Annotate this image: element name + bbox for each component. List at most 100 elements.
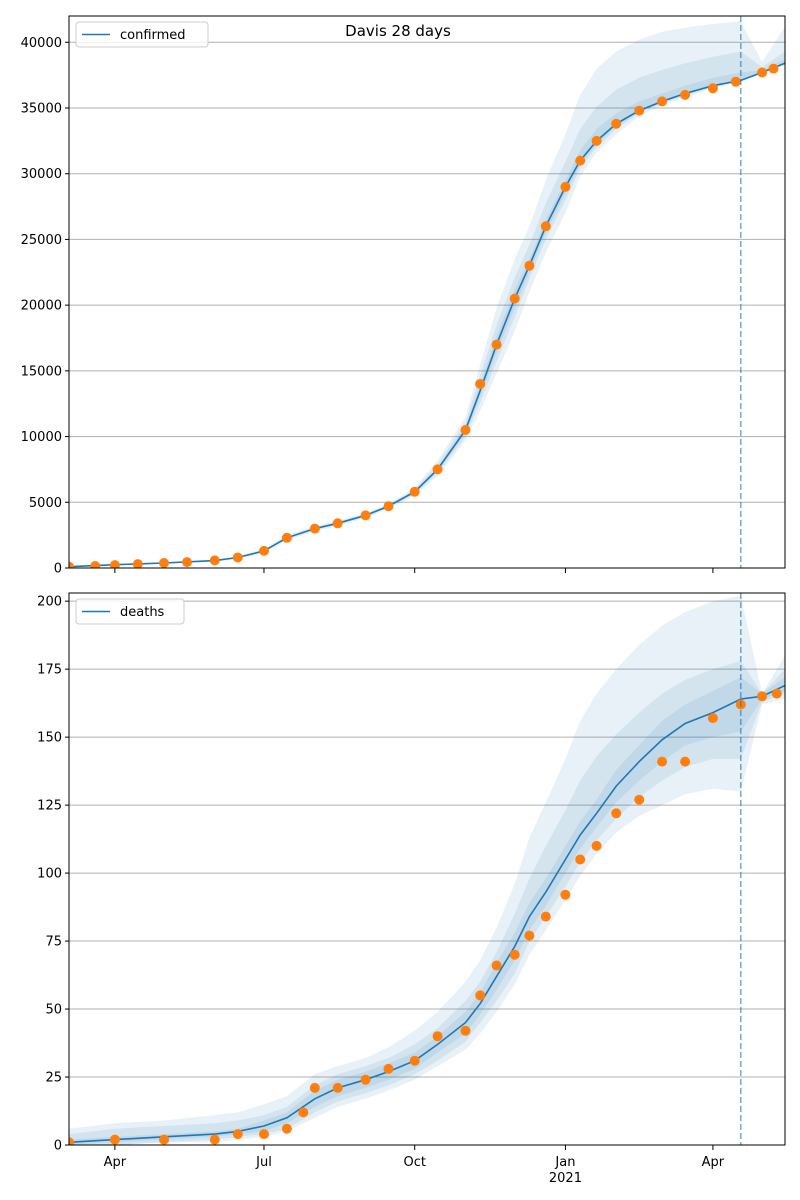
plot-area bbox=[69, 595, 785, 1145]
x-tick-label: Jul bbox=[255, 1155, 272, 1170]
observed-point bbox=[757, 691, 768, 702]
x-tick-label: Apr bbox=[702, 1155, 725, 1170]
observed-point bbox=[460, 425, 471, 435]
observed-point bbox=[159, 558, 169, 568]
y-tick-label: 25000 bbox=[21, 233, 62, 248]
observed-point bbox=[491, 339, 502, 350]
observed-point bbox=[524, 930, 535, 941]
y-tick-label: 20000 bbox=[21, 299, 62, 314]
observed-point bbox=[432, 464, 443, 475]
observed-point bbox=[383, 501, 394, 512]
observed-point bbox=[707, 713, 718, 724]
x-tick-label: Oct bbox=[403, 1155, 425, 1170]
x-tick-label: Jan bbox=[554, 1155, 575, 1170]
y-tick-label: 25 bbox=[45, 1071, 62, 1086]
observed-point bbox=[540, 911, 551, 922]
y-tick-label: 100 bbox=[37, 867, 62, 882]
observed-point bbox=[69, 561, 74, 568]
observed-point bbox=[524, 260, 535, 271]
uncertainty-band-outer bbox=[69, 595, 785, 1145]
y-tick-label: 200 bbox=[37, 595, 62, 610]
y-tick-label: 125 bbox=[37, 799, 62, 814]
observed-point bbox=[360, 510, 371, 521]
observed-point bbox=[509, 293, 520, 304]
legend-box bbox=[75, 21, 209, 48]
y-tick-label: 5000 bbox=[29, 496, 62, 511]
observed-point bbox=[475, 990, 486, 1001]
observed-point bbox=[460, 1025, 471, 1036]
y-tick-label: 75 bbox=[45, 935, 62, 950]
x-year-label: 2021 bbox=[549, 1171, 582, 1186]
uncertainty-band-inner bbox=[69, 677, 785, 1145]
observed-point bbox=[409, 486, 420, 497]
observed-point bbox=[309, 1082, 320, 1093]
observed-point bbox=[109, 1134, 120, 1145]
observed-point bbox=[680, 89, 691, 100]
observed-point bbox=[432, 1031, 443, 1042]
observed-point bbox=[159, 1134, 169, 1145]
deaths-panel: 0 25 50 75 100 125 150 175 200 Apr Jul Oct Jan Apr 202… bbox=[37, 592, 786, 1186]
observed-point bbox=[591, 840, 602, 851]
observed-point bbox=[309, 523, 320, 534]
observed-point bbox=[680, 756, 691, 767]
observed-point bbox=[332, 518, 343, 529]
y-tick-label: 0 bbox=[54, 562, 62, 577]
observed-point bbox=[575, 854, 586, 865]
y-tick-label: 10000 bbox=[21, 430, 62, 445]
observed-point bbox=[730, 76, 741, 87]
observed-point bbox=[259, 545, 269, 556]
observed-point bbox=[132, 559, 143, 568]
observed-point bbox=[209, 1134, 220, 1145]
observed-point bbox=[560, 889, 571, 900]
observed-point bbox=[768, 63, 779, 74]
observed-point bbox=[657, 756, 668, 767]
observed-point bbox=[591, 135, 602, 146]
observed-point bbox=[109, 560, 120, 568]
axes-frame bbox=[68, 15, 786, 569]
observed-point bbox=[657, 96, 668, 107]
observed-point bbox=[298, 1107, 309, 1118]
axes-frame bbox=[68, 592, 786, 1146]
y-tick-label: 50 bbox=[45, 1003, 62, 1018]
observed-point bbox=[634, 105, 645, 116]
confirmed-panel: 0 5000 10000 15000 20000 25000 30000 35000 40000… bbox=[21, 15, 786, 577]
observed-point bbox=[90, 561, 101, 568]
observed-point bbox=[540, 221, 551, 232]
observed-point bbox=[611, 808, 622, 819]
observed-point bbox=[332, 1082, 343, 1093]
figure-title: Davis 28 days bbox=[345, 22, 451, 40]
y-tick-label: 0 bbox=[54, 1139, 62, 1154]
observed-point bbox=[383, 1063, 394, 1074]
plot-area bbox=[69, 21, 785, 568]
observed-point bbox=[182, 557, 192, 568]
observed-point bbox=[575, 155, 586, 166]
observed-point bbox=[259, 1129, 269, 1140]
x-tick-label: Apr bbox=[104, 1155, 127, 1170]
observed-point bbox=[232, 552, 243, 563]
y-tick-label: 30000 bbox=[21, 167, 62, 182]
observed-point bbox=[281, 1123, 292, 1134]
y-tick-label: 150 bbox=[37, 731, 62, 746]
y-tick-label: 15000 bbox=[21, 364, 62, 379]
observed-point bbox=[771, 688, 782, 699]
observed-point bbox=[475, 379, 486, 389]
observed-point bbox=[757, 67, 768, 78]
observed-point bbox=[491, 960, 502, 971]
observed-point bbox=[209, 555, 220, 566]
uncertainty-band-middle bbox=[69, 661, 785, 1145]
y-tick-label: 40000 bbox=[21, 36, 62, 51]
observed-point bbox=[409, 1055, 420, 1066]
model-line bbox=[69, 684, 785, 1144]
observed-point bbox=[360, 1074, 371, 1085]
uncertainty-band-outer bbox=[69, 21, 785, 567]
legend: deaths bbox=[75, 598, 185, 625]
observed-point bbox=[611, 118, 622, 129]
legend-label: deaths bbox=[120, 605, 165, 620]
observed-point bbox=[560, 181, 571, 192]
legend-box bbox=[75, 598, 185, 625]
observed-point bbox=[232, 1129, 243, 1140]
observed-point bbox=[69, 1137, 74, 1145]
y-tick-label: 35000 bbox=[21, 102, 62, 117]
observed-point bbox=[281, 532, 292, 543]
